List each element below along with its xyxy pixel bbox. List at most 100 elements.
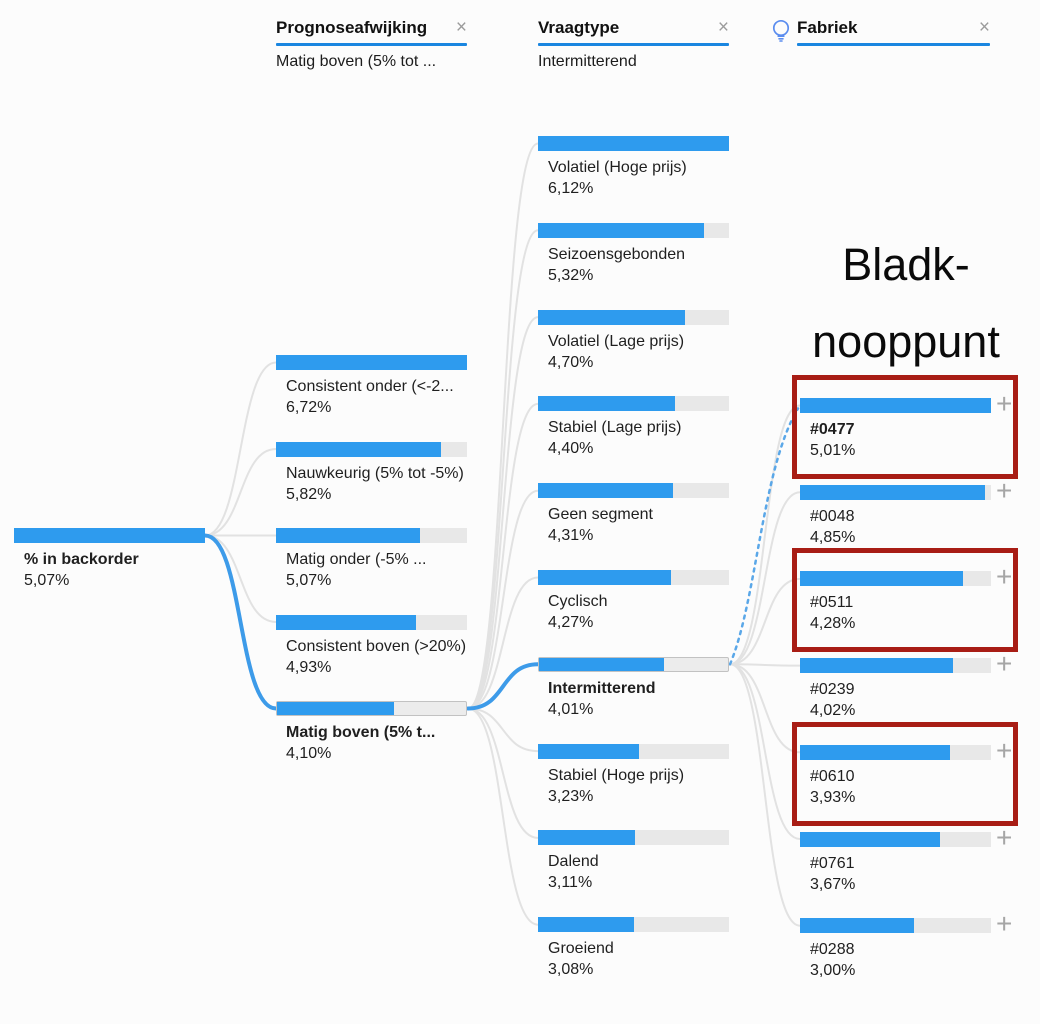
field-header-prognoseafwijking: Prognoseafwijking × Matig boven (5% tot … xyxy=(276,18,467,71)
field-title: Vraagtype xyxy=(538,18,620,37)
close-icon[interactable]: × xyxy=(978,17,990,38)
data-bar xyxy=(800,744,991,760)
node-value: 3,11% xyxy=(548,874,593,892)
data-bar xyxy=(800,484,991,500)
node-label: #0048 xyxy=(810,507,855,525)
expand-icon[interactable]: + xyxy=(996,648,1013,680)
tree-node[interactable]: Stabiel (Hoge prijs) 3,23% xyxy=(538,743,753,807)
data-bar xyxy=(276,441,467,457)
tree-node[interactable]: #0477 5,01% + xyxy=(800,390,1015,461)
bar-fill xyxy=(800,831,940,847)
tree-node[interactable]: Stabiel (Lage prijs) 4,40% xyxy=(538,396,753,459)
tree-node[interactable]: #0288 3,00% + xyxy=(800,910,1015,981)
node-value: 3,08% xyxy=(548,961,594,979)
expand-icon[interactable]: + xyxy=(996,734,1013,766)
close-icon[interactable]: × xyxy=(455,17,467,38)
node-value: 5,32% xyxy=(548,266,594,284)
bar-fill xyxy=(538,570,671,585)
selected-value-label: Matig boven (5% tot ... xyxy=(276,53,437,70)
bar-fill xyxy=(539,657,664,671)
bar-fill xyxy=(538,396,675,412)
data-bar xyxy=(538,483,729,499)
tree-node[interactable]: #0511 4,28% + xyxy=(800,563,1015,634)
data-bar xyxy=(538,830,729,846)
tree-node[interactable]: Dalend 3,11% xyxy=(538,830,753,893)
tree-node[interactable]: Cyclisch 4,27% xyxy=(538,570,753,633)
tree-node[interactable]: Geen segment 4,31% xyxy=(538,483,753,546)
bar-fill xyxy=(800,484,985,500)
bar-fill xyxy=(800,398,991,413)
field-header-vraagtype: Vraagtype × Intermitterend xyxy=(538,18,729,71)
bar-fill xyxy=(538,309,685,325)
tree-node[interactable]: Seizoensgebonden 5,32% xyxy=(538,222,753,286)
field-title: Prognoseafwijking xyxy=(276,18,428,37)
tree-node[interactable]: Consistent onder (<-2... 6,72% xyxy=(276,355,491,418)
bar-fill xyxy=(276,441,441,457)
node-label: Geen segment xyxy=(548,506,653,524)
tree-node[interactable]: #0610 3,93% + xyxy=(800,736,1015,808)
node-value: 5,82% xyxy=(286,485,332,503)
node-label: #0761 xyxy=(810,854,855,872)
node-value: 4,93% xyxy=(286,658,332,676)
root-node: % in backorder 5,07% xyxy=(14,528,229,591)
leaf-node-annotation: Bladk- nooppunt xyxy=(770,226,1040,381)
bar-fill xyxy=(800,571,963,587)
tree-node[interactable]: Matig onder (-5% ... 5,07% xyxy=(276,528,491,591)
node-label: Intermitterend xyxy=(548,679,656,697)
data-bar xyxy=(538,917,729,933)
node-label: #0239 xyxy=(810,681,855,699)
bar-fill xyxy=(538,483,673,499)
node-value: 3,67% xyxy=(810,875,856,893)
data-bar xyxy=(14,528,205,543)
bar-fill xyxy=(538,917,634,933)
node-label: Matig boven (5% t... xyxy=(286,724,436,741)
data-bar xyxy=(538,396,729,412)
close-icon[interactable]: × xyxy=(717,17,729,38)
bar-fill xyxy=(538,830,635,846)
node-label: Stabiel (Lage prijs) xyxy=(548,419,682,437)
tree-node[interactable]: #0239 4,02% + xyxy=(800,650,1015,721)
node-value: 4,27% xyxy=(548,614,594,631)
selected-value-label: Intermitterend xyxy=(538,53,637,70)
tree-node[interactable]: #0048 4,85% + xyxy=(800,476,1015,548)
bar-fill xyxy=(276,355,467,370)
lightbulb-icon xyxy=(771,18,791,49)
node-value: 4,70% xyxy=(548,353,594,371)
tree-node[interactable]: Matig boven (5% t... 4,10% xyxy=(276,701,491,764)
node-value: 4,01% xyxy=(548,700,594,718)
expand-icon[interactable]: + xyxy=(996,908,1013,940)
connector-line xyxy=(204,448,277,537)
tree-node[interactable]: Groeiend 3,08% xyxy=(538,917,753,980)
expand-icon[interactable]: + xyxy=(996,474,1013,506)
tree-node[interactable]: Volatiel (Lage prijs) 4,70% xyxy=(538,309,753,373)
header-underline xyxy=(276,43,467,46)
node-label: Volatiel (Hoge prijs) xyxy=(548,159,687,176)
annotation-line: Bladk- xyxy=(842,239,970,290)
node-value: 6,12% xyxy=(548,180,594,197)
tree-node[interactable]: Nauwkeurig (5% tot -5%) 5,82% xyxy=(276,441,491,505)
bar-fill xyxy=(538,743,639,759)
data-bar xyxy=(800,398,991,413)
node-label: Consistent onder (<-2... xyxy=(286,378,454,395)
data-bar xyxy=(538,309,729,325)
node-label: Consistent boven (>20%) xyxy=(286,637,467,655)
node-label: Matig onder (-5% ... xyxy=(286,551,427,568)
node-value: 5,07% xyxy=(24,572,70,589)
node-label: Seizoensgebonden xyxy=(548,245,686,263)
data-bar xyxy=(538,136,729,151)
tree-node[interactable]: #0761 3,67% + xyxy=(800,823,1015,895)
node-label: #0610 xyxy=(810,767,855,785)
bar-fill xyxy=(14,528,205,543)
field-title: Fabriek xyxy=(797,18,858,37)
node-value: 4,85% xyxy=(810,528,856,546)
expand-icon[interactable]: + xyxy=(996,388,1013,419)
expand-icon[interactable]: + xyxy=(996,561,1013,593)
tree-node[interactable]: Volatiel (Hoge prijs) 6,12% xyxy=(538,136,753,199)
tree-node[interactable]: Intermitterend 4,01% xyxy=(538,656,753,720)
expand-icon[interactable]: + xyxy=(996,821,1013,853)
data-bar xyxy=(276,528,467,543)
tree-node[interactable]: Consistent boven (>20%) 4,93% xyxy=(276,614,491,678)
header-underline xyxy=(797,43,990,46)
bar-fill xyxy=(538,136,729,151)
